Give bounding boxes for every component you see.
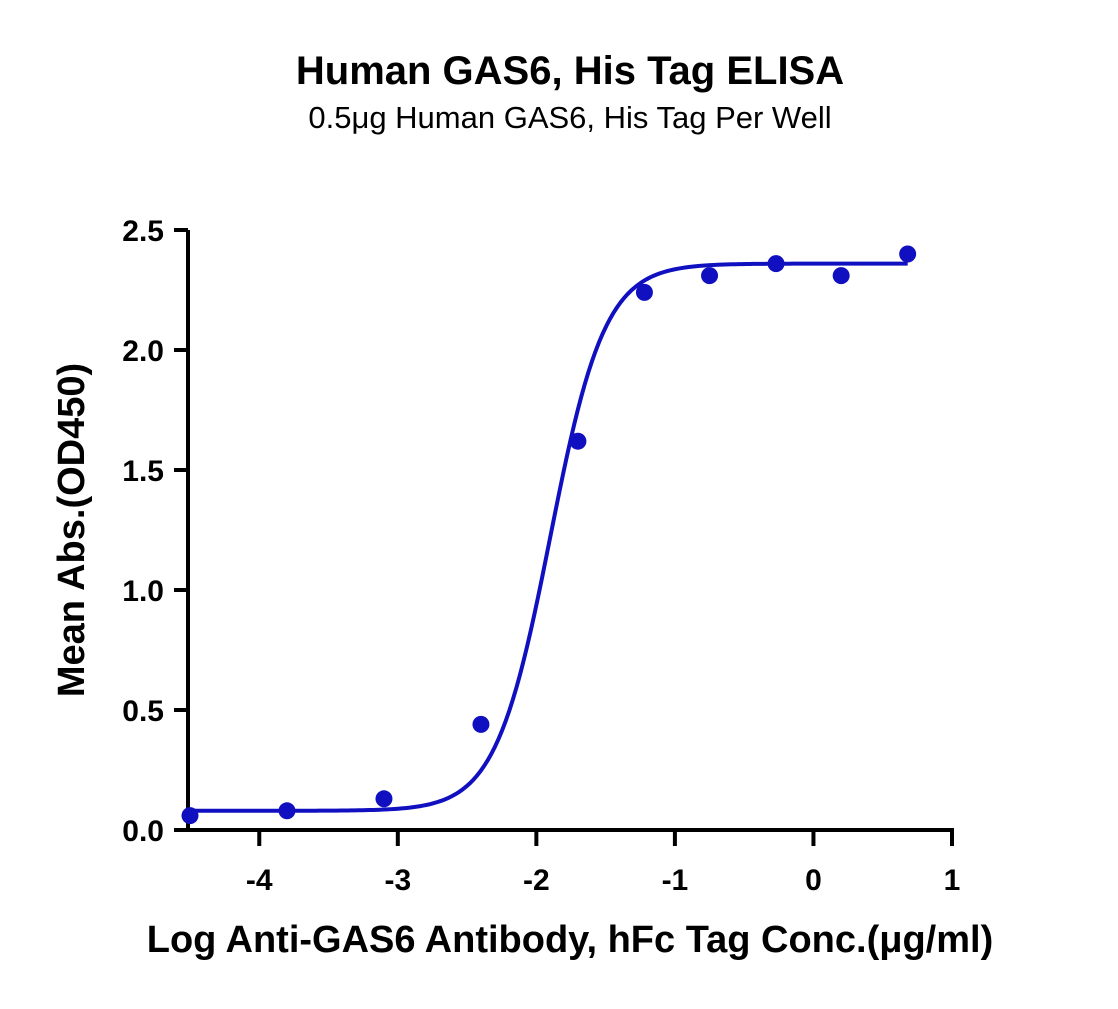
data-point [832,267,850,285]
data-point [701,267,719,285]
data-point [472,715,490,733]
y-tick-label: 2.5 [122,215,164,248]
y-tick-label: 1.5 [122,455,164,488]
data-point [375,790,393,808]
y-tick-label: 0.5 [122,695,164,728]
y-tick-label: 1.0 [122,575,164,608]
fit-curve [190,261,908,813]
x-axis-title: Log Anti-GAS6 Antibody, hFc Tag Conc.(μg… [147,919,994,961]
y-tick-label: 0.0 [122,815,164,848]
axes: 0.0 0.5 1.0 1.5 2.0 2.5 -4 -3 -2 -1 0 1 [122,215,960,897]
data-point [569,432,587,450]
y-axis-title: Mean Abs.(OD450) [51,363,93,697]
x-tick-label: -2 [523,864,550,897]
fit-curve-layer [190,261,908,813]
x-tick-label: -1 [662,864,689,897]
data-point [767,255,785,273]
x-tick-label: -4 [246,864,273,897]
x-tick-label: 1 [944,864,961,897]
y-tick-label: 2.0 [122,335,164,368]
data-point [899,245,917,263]
data-point [278,802,296,820]
data-point [181,807,199,825]
chart-title: Human GAS6, His Tag ELISA [296,49,844,93]
x-tick-label: -3 [384,864,411,897]
chart-subtitle: 0.5μg Human GAS6, His Tag Per Well [308,100,831,135]
data-points-layer [181,245,917,825]
x-tick-label: 0 [805,864,822,897]
data-point [635,283,653,301]
